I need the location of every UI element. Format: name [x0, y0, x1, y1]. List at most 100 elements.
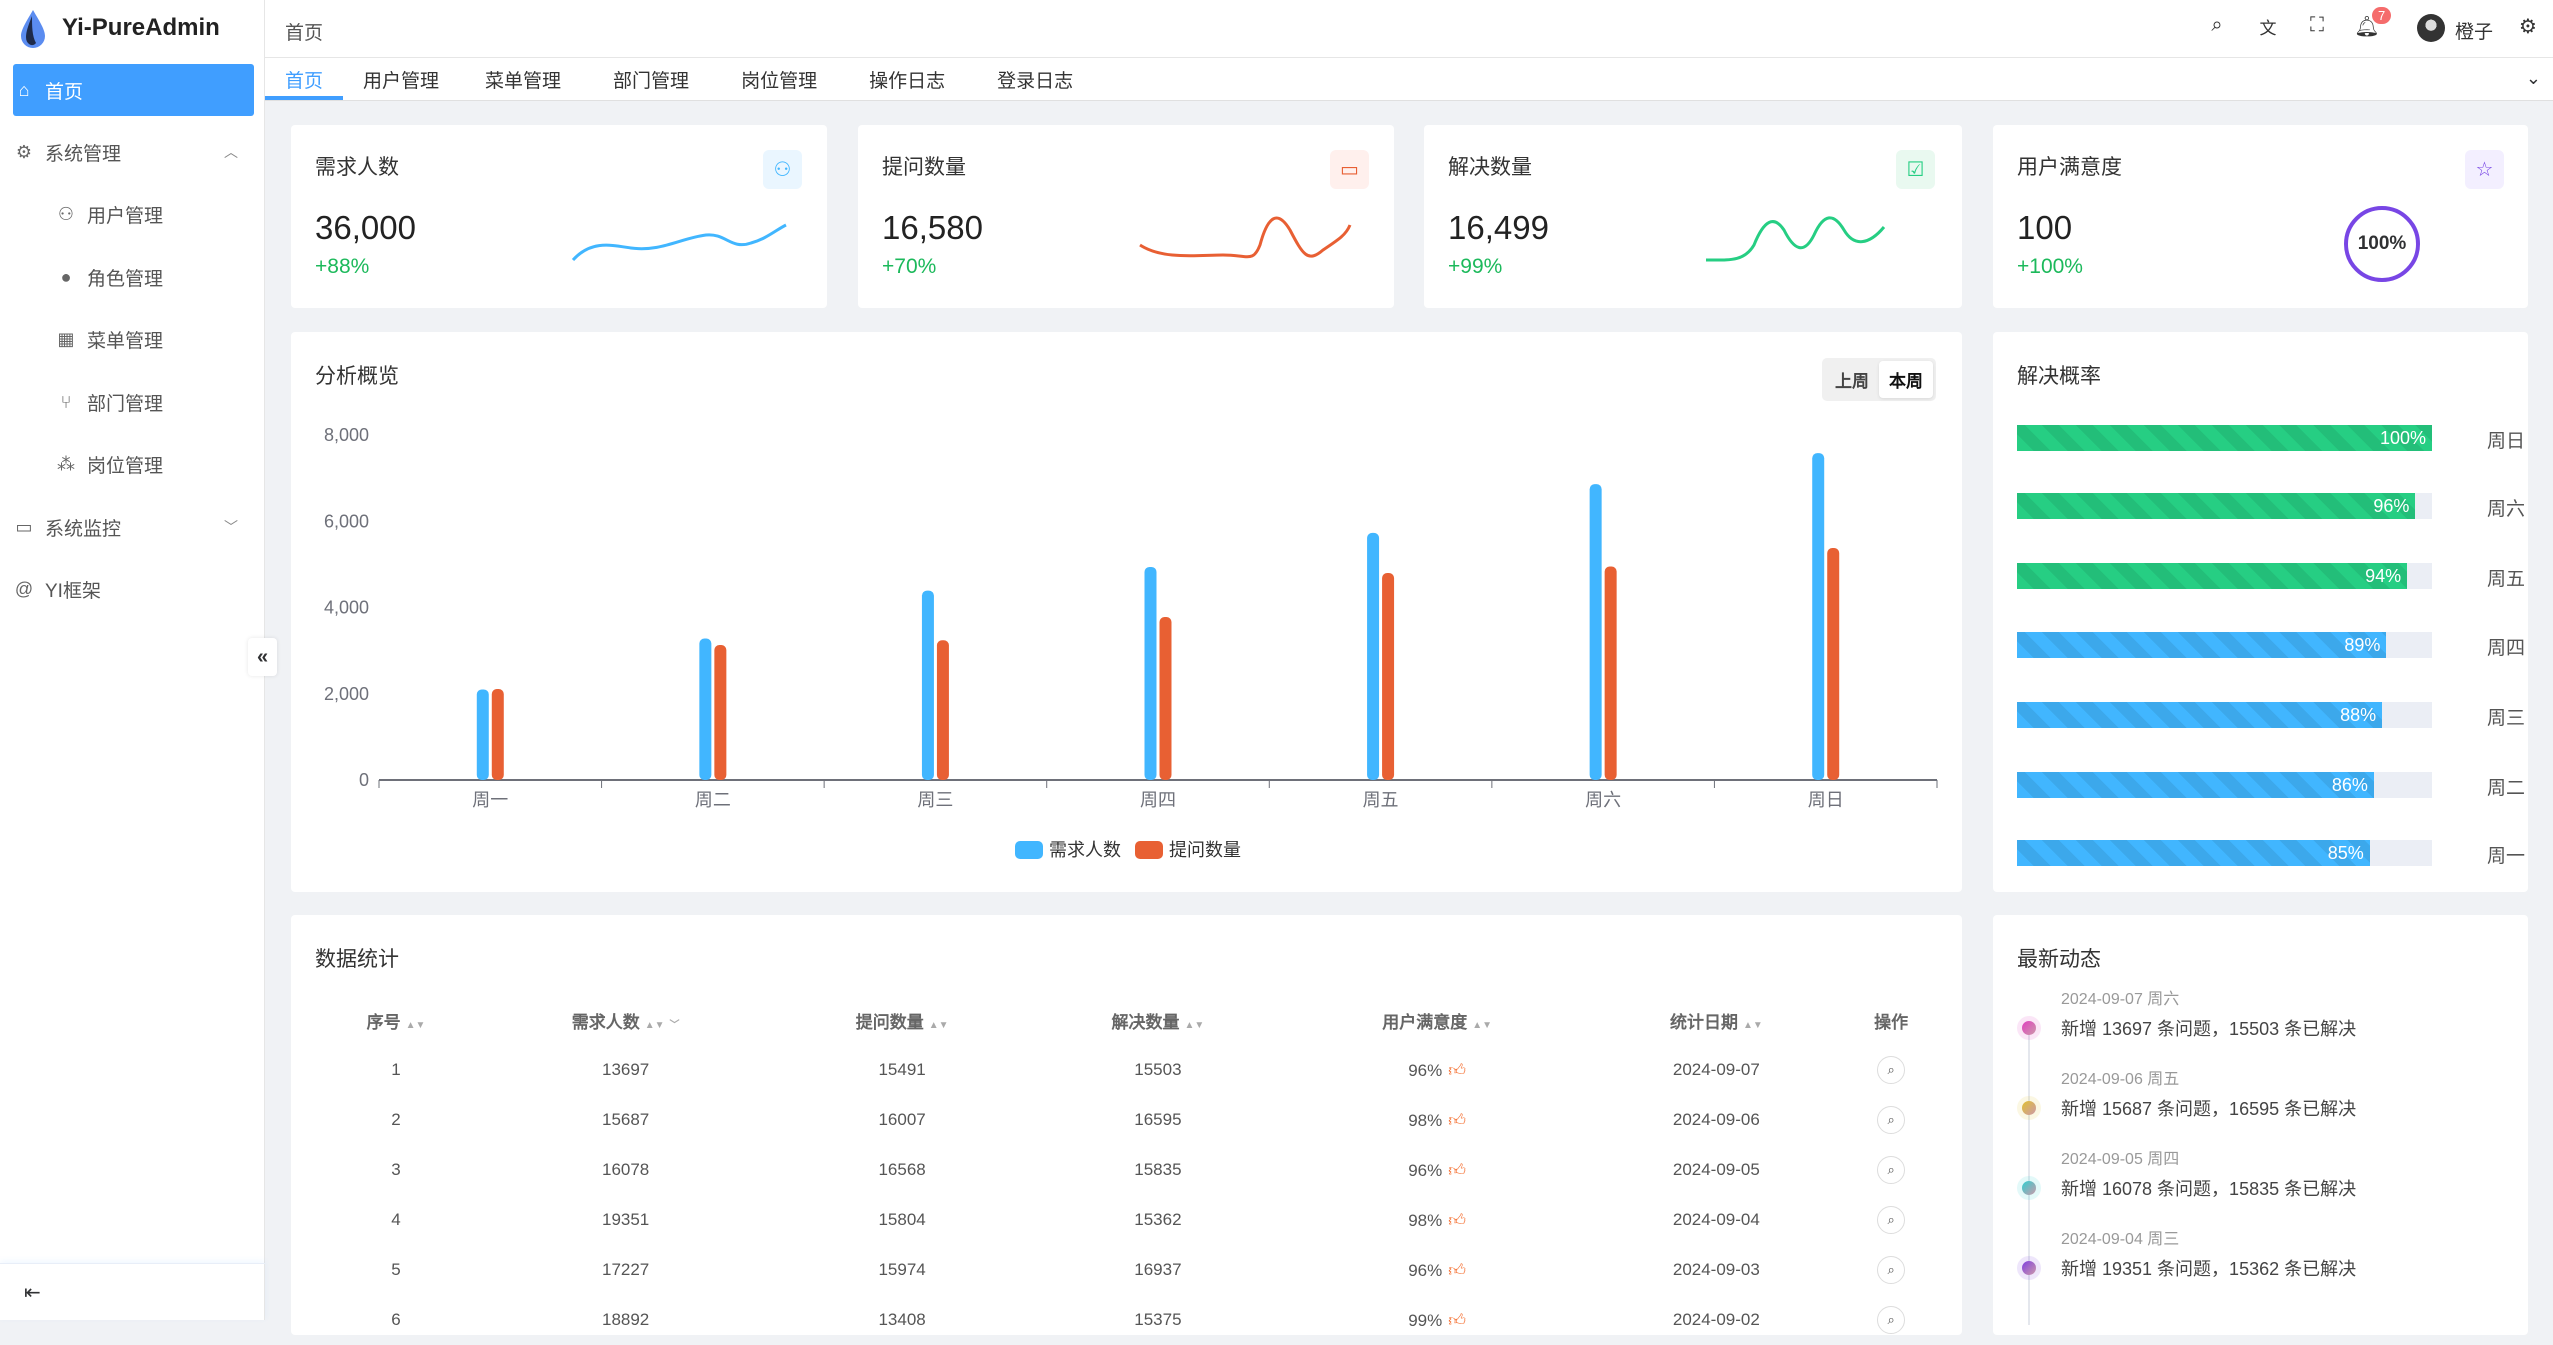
bar-questions — [936, 640, 949, 780]
bell-icon[interactable]: 🔔︎ — [2354, 16, 2380, 38]
view-button[interactable]: ⌕ — [1877, 1206, 1906, 1234]
y-tick-label: 0 — [359, 770, 369, 790]
table-cell: 96% 👍︎ — [1286, 1245, 1589, 1295]
search-icon[interactable]: ⌕ — [2211, 14, 2223, 36]
tab-menus[interactable]: 菜单管理 — [485, 70, 562, 92]
star-icon: ☆ — [2465, 150, 2504, 189]
sort-icon[interactable]: ▲▼ — [1184, 1019, 1205, 1031]
column-header[interactable]: 提问数量 ▲▼ — [774, 995, 1030, 1045]
chevron-down-icon[interactable]: ⌄ — [2525, 68, 2541, 88]
sidebar-item-monitor[interactable]: ▭ 系统监控 ﹀ — [13, 501, 254, 553]
branch-icon: ⑂ — [60, 391, 72, 412]
sidebar-item-home[interactable]: ⌂ 首页 — [13, 64, 254, 116]
cell-value: 98% — [1408, 1210, 1443, 1230]
tab-loginlog[interactable]: 登录日志 — [997, 70, 1074, 92]
tab-depts[interactable]: 部门管理 — [613, 70, 690, 92]
search-icon: ⌕ — [1887, 1112, 1895, 1127]
table-cell: 2024-09-02 — [1588, 1295, 1844, 1345]
sort-icon[interactable]: ▲▼ — [1742, 1019, 1763, 1031]
sidebar-item-system[interactable]: ⚙ 系统管理 ︿ — [13, 126, 254, 178]
table-cell: 15503 — [1030, 1045, 1286, 1095]
tab-users[interactable]: 用户管理 — [363, 70, 440, 92]
sort-icon[interactable]: ▲▼ — [405, 1019, 426, 1031]
sidebar-item-depts[interactable]: ⑂ 部门管理 — [13, 376, 254, 428]
notification-badge: 7 — [2372, 7, 2392, 24]
table-row: 3 16078 16568 15835 96% 👍︎ 2024-09-05 ⌕ — [315, 1145, 1938, 1195]
tab-home[interactable]: 首页 — [265, 58, 344, 100]
cell-value: 5 — [391, 1260, 401, 1279]
this-week-button[interactable]: 本周 — [1879, 361, 1933, 398]
data-table-card: 数据统计 序号 ▲▼ 需求人数 ▲▼ ﹀ 提问数量 ▲▼ 解决数量 ▲▼ 用户满意度 ▲▼ 统计日期 ▲… — [291, 915, 1962, 1335]
column-label: 提问数量 — [855, 1012, 924, 1032]
sort-icon[interactable]: ▲▼ — [928, 1019, 949, 1031]
fullscreen-icon[interactable]: ⛶ — [2310, 14, 2324, 36]
table-cell: 2024-09-04 — [1588, 1195, 1844, 1245]
timeline-date: 2024-09-05 周四 — [2061, 1151, 2180, 1168]
column-header[interactable]: 用户满意度 ▲▼ — [1286, 995, 1589, 1045]
column-header[interactable]: 解决数量 ▲▼ — [1030, 995, 1286, 1045]
sidebar-item-label: 系统管理 — [45, 143, 122, 165]
gear-icon: ⚙ — [15, 141, 33, 162]
sidebar-toggle-bar[interactable]: ⇤ — [0, 1263, 265, 1320]
column-label: 统计日期 — [1669, 1012, 1738, 1032]
progress-row: 89% 周四 — [2017, 632, 2537, 659]
cell-value: 19351 — [601, 1210, 650, 1229]
progress-track: 100% — [2017, 425, 2432, 451]
bar-demand — [476, 689, 489, 780]
breadcrumb[interactable]: 首页 — [285, 23, 324, 44]
data-table: 序号 ▲▼ 需求人数 ▲▼ ﹀ 提问数量 ▲▼ 解决数量 ▲▼ 用户满意度 ▲▼ 统计日期 ▲▼ 操作 1 1… — [315, 995, 1938, 1345]
stat-value: 16,499 — [1448, 209, 1549, 246]
translate-icon[interactable]: 文 — [2259, 19, 2277, 38]
bar-demand — [1367, 532, 1380, 780]
collapse-sidebar-button[interactable]: « — [248, 638, 277, 676]
search-icon: ⌕ — [1887, 1262, 1895, 1277]
double-chevron-left-icon: « — [256, 645, 269, 668]
column-label: 用户满意度 — [1382, 1012, 1468, 1032]
bar-demand — [1144, 566, 1157, 780]
column-header[interactable]: 统计日期 ▲▼ — [1588, 995, 1844, 1045]
timeline-text: 新增 13697 条问题，15503 条已解决 — [2061, 1019, 2357, 1039]
sidebar-item-menus[interactable]: ▦ 菜单管理 — [13, 313, 254, 365]
avatar[interactable] — [2417, 14, 2445, 42]
menu-fold-icon[interactable]: ⇤ — [24, 1281, 41, 1304]
stat-value: 16,580 — [882, 209, 983, 246]
progress-track: 96% — [2017, 493, 2432, 519]
card-title: 解决概率 — [2017, 365, 2101, 388]
view-button[interactable]: ⌕ — [1877, 1056, 1906, 1084]
message-icon: ▭ — [1330, 150, 1369, 189]
view-button[interactable]: ⌕ — [1877, 1156, 1906, 1184]
timeline-text: 新增 19351 条问题，15362 条已解决 — [2061, 1259, 2357, 1279]
logo[interactable]: Yi-PureAdmin — [18, 8, 220, 48]
table-cell: 5 — [315, 1245, 477, 1295]
sidebar-item-roles[interactable]: ● 角色管理 — [13, 251, 254, 303]
tab-posts[interactable]: 岗位管理 — [741, 70, 818, 92]
table-cell: 15974 — [774, 1245, 1030, 1295]
x-tick-label: 周二 — [695, 790, 731, 810]
table-cell: 96% 👍︎ — [1286, 1145, 1589, 1195]
y-tick-label: 2,000 — [324, 684, 369, 704]
username[interactable]: 橙子 — [2455, 22, 2494, 43]
last-week-button[interactable]: 上周 — [1835, 372, 1869, 391]
sidebar-item-users[interactable]: ⚇ 用户管理 — [13, 188, 254, 240]
timeline-date: 2024-09-06 周五 — [2061, 1071, 2180, 1088]
settings-gear-icon[interactable]: ⚙ — [2519, 16, 2537, 38]
view-button[interactable]: ⌕ — [1877, 1306, 1906, 1334]
chevron-down-icon[interactable]: ﹀ — [669, 1019, 680, 1031]
view-button[interactable]: ⌕ — [1877, 1106, 1906, 1134]
column-header[interactable]: 需求人数 ▲▼ ﹀ — [477, 995, 774, 1045]
cell-value: 1 — [391, 1060, 401, 1079]
progress-row: 85% 周一 — [2017, 840, 2537, 867]
table-cell: 19351 — [477, 1195, 774, 1245]
column-header[interactable]: 序号 ▲▼ — [315, 995, 477, 1045]
timeline-date: 2024-09-04 周三 — [2061, 1231, 2180, 1248]
tab-oplog[interactable]: 操作日志 — [869, 70, 946, 92]
sort-icon[interactable]: ▲▼ — [644, 1019, 665, 1031]
users-icon: ⚇ — [763, 150, 802, 189]
sort-icon[interactable]: ▲▼ — [1472, 1019, 1493, 1031]
sidebar-item-posts[interactable]: ⁂ 岗位管理 — [13, 438, 254, 490]
table-cell: 2024-09-03 — [1588, 1245, 1844, 1295]
sidebar-item-yi[interactable]: @ YI框架 — [13, 563, 254, 615]
stat-title: 提问数量 — [882, 156, 966, 179]
view-button[interactable]: ⌕ — [1877, 1256, 1906, 1284]
timeline-dot-icon — [2017, 1016, 2041, 1040]
